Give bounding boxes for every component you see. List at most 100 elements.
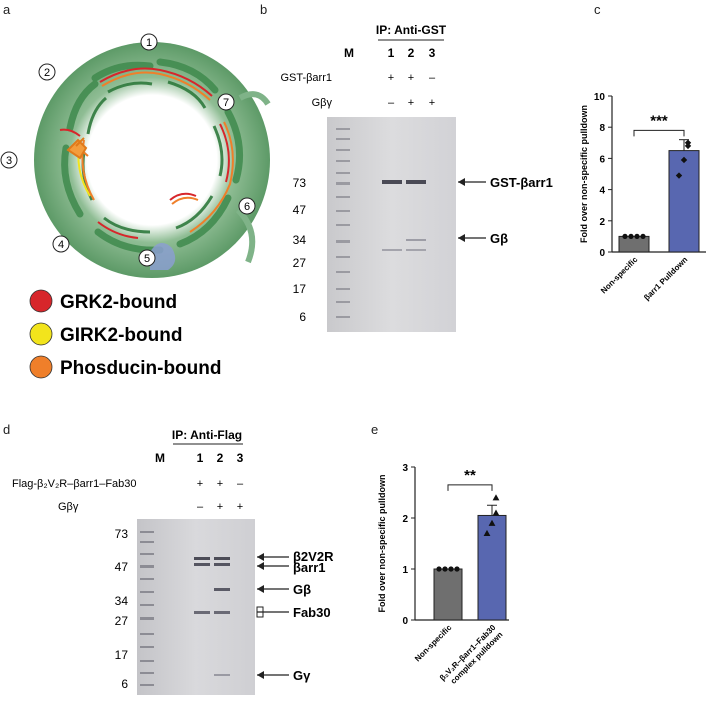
mw-d-27: 27 (115, 614, 129, 628)
mw-b-27: 27 (293, 256, 307, 270)
mark-d-0-1: + (217, 478, 223, 490)
blade-number-3: 3 (0, 151, 18, 169)
blade-number-7: 7 (217, 93, 235, 111)
mw-b-34: 34 (293, 233, 307, 247)
mw-d-34: 34 (115, 594, 129, 608)
lane-3-d: 3 (237, 451, 244, 465)
mw-b-6: 6 (299, 310, 306, 324)
mark-d-1-2: + (237, 501, 243, 513)
data-point (483, 529, 491, 537)
y-axis-label: Fold over non-specific pulldown (377, 474, 387, 612)
band-label-barr1: βarr1 (293, 560, 326, 575)
mark-b-0-1: + (408, 72, 414, 84)
bar-0 (433, 568, 463, 621)
svg-text:7: 7 (223, 97, 229, 109)
data-point (680, 156, 688, 164)
y-tick-label: 1 (402, 565, 408, 576)
blade-number-4: 4 (52, 235, 70, 253)
row-label-d-1: Gβγ (58, 501, 79, 513)
panel-letter-e: e (371, 422, 378, 437)
data-point (442, 566, 448, 572)
band-annotations-b: GST-βarr1 Gβ (458, 175, 553, 246)
svg-text:4: 4 (58, 239, 64, 251)
y-tick-label: 3 (402, 463, 408, 474)
mark-b-1-2: + (429, 97, 435, 109)
y-tick-label: 10 (594, 92, 606, 103)
mark-d-1-0: – (197, 501, 204, 513)
y-tick-label: 8 (599, 123, 605, 134)
row-label-b-0: GST-βarr1 (280, 72, 332, 84)
mark-b-0-2: – (429, 72, 436, 84)
mw-d-73: 73 (115, 527, 129, 541)
mark-d-1-1: + (217, 501, 223, 513)
svg-text:GRK2-bound: GRK2-bound (60, 292, 177, 313)
blade-number-2: 2 (38, 63, 56, 81)
data-point (488, 519, 496, 526)
panel-letter-b: b (260, 2, 267, 17)
data-point (448, 566, 454, 572)
panel-letter-a: a (3, 2, 11, 17)
band-label-gb-b: Gβ (490, 231, 508, 246)
lane-2-d: 2 (217, 451, 224, 465)
band-label-gst-barr1: GST-βarr1 (490, 175, 553, 190)
data-point (436, 566, 442, 572)
structure-legend: GRK2-bound GIRK2-bound Phosducin-bound (29, 289, 221, 379)
lane-1-d: 1 (197, 451, 204, 465)
data-point (492, 509, 500, 516)
mw-b-47: 47 (293, 203, 307, 217)
lane-1-b: 1 (388, 46, 395, 60)
chart-e: 0 1 2 3 Fold over non-specific pulldown ** Non… (377, 463, 509, 686)
panel-letter-d: d (3, 422, 10, 437)
y-tick-label: 2 (599, 217, 605, 228)
panel-d: d IP: Anti-Flag M 1 2 3 Flag-β₂V₂R–βarr1… (3, 422, 334, 695)
data-point (684, 142, 692, 150)
row-label-b-1: Gβγ (312, 97, 333, 109)
mw-d-17: 17 (115, 648, 129, 662)
svg-text:1: 1 (146, 37, 152, 49)
y-tick-label: 4 (599, 186, 605, 197)
data-point (628, 233, 634, 239)
band-annotations-d: β2V2R βarr1 Gβ Fab30 Gγ (256, 549, 334, 683)
legend-item-girk2: GIRK2-bound (29, 322, 182, 346)
legend-item-grk2: GRK2-bound (29, 289, 177, 313)
mw-b-73: 73 (293, 176, 307, 190)
significance-bracket (447, 484, 493, 491)
svg-text:3: 3 (6, 155, 12, 167)
bar-1 (477, 514, 507, 621)
significance-bracket (633, 129, 685, 137)
mw-markers-b: 73 47 34 27 17 6 (293, 176, 307, 324)
mw-markers-d: 73 47 34 27 17 6 (115, 527, 129, 691)
data-point (622, 233, 628, 239)
mark-b-1-1: + (408, 97, 414, 109)
ip-title-b: IP: Anti-GST (376, 23, 447, 37)
y-tick-label: 0 (599, 248, 605, 259)
mark-d-0-0: + (197, 478, 203, 490)
band-label-gy: Gγ (293, 668, 311, 683)
data-point (454, 566, 460, 572)
data-point (634, 233, 640, 239)
mw-b-17: 17 (293, 282, 307, 296)
band-label-gb-d: Gβ (293, 582, 311, 597)
chart-c: 0 2 4 6 8 10 Fold over non-specific pulldown **… (579, 92, 706, 302)
category-label-1: βarr1 Pulldown (642, 255, 689, 302)
svg-text:2: 2 (44, 67, 50, 79)
blade-number-1: 1 (140, 33, 158, 51)
lane-3-b: 3 (429, 46, 436, 60)
legend-item-phosducin: Phosducin-bound (29, 355, 221, 379)
data-point (492, 494, 500, 501)
y-tick-label: 6 (599, 154, 605, 165)
mw-d-6: 6 (121, 677, 128, 691)
svg-text:5: 5 (144, 253, 150, 265)
panel-e: e 0 1 2 3 Fold over non-specific pulldown ** N… (371, 422, 509, 686)
y-tick-label: 2 (402, 514, 408, 525)
lane-2-b: 2 (408, 46, 415, 60)
mark-b-1-0: – (388, 97, 395, 109)
bar-1 (668, 150, 700, 253)
y-axis-label: Fold over non-specific pulldown (579, 105, 589, 243)
svg-text:6: 6 (244, 201, 250, 213)
mark-b-0-0: + (388, 72, 394, 84)
blade-numbers: 1 2 3 4 5 6 7 (0, 33, 256, 267)
panel-b: b IP: Anti-GST M 1 2 3 GST-βarr1 + + – G… (260, 2, 553, 332)
category-label-0: Non-specific (599, 255, 640, 296)
